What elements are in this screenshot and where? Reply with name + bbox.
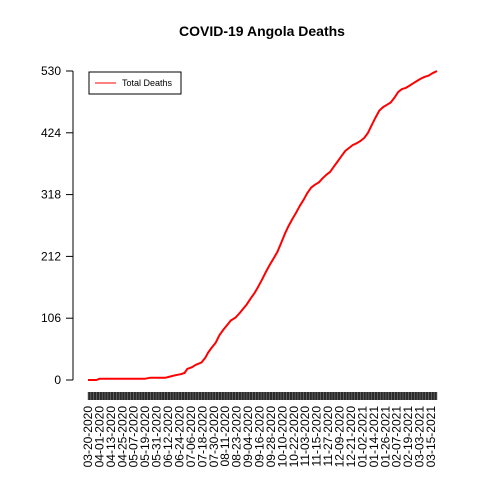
- plot-area: [88, 70, 438, 381]
- y-tick-label: 106: [41, 311, 61, 325]
- x-tick-label: 03-15-2021: [424, 406, 438, 468]
- x-tick-label: 08-11-2020: [218, 406, 232, 467]
- y-tick-label: 424: [41, 126, 61, 140]
- x-tick-label: 07-06-2020: [184, 406, 198, 468]
- x-tick-label: 12-09-2020: [333, 406, 347, 468]
- x-tick-label: 11-03-2020: [298, 406, 312, 467]
- x-axis-tick-band: [87, 392, 438, 400]
- y-axis: 0 106 212 318 424 530: [41, 64, 74, 387]
- x-tick-band: [88, 392, 437, 400]
- x-axis-tick-labels: 03-20-202004-01-202004-13-202004-25-2020…: [81, 406, 438, 468]
- x-tick-label: 07-18-2020: [195, 406, 209, 468]
- chart-title: COVID-19 Angola Deaths: [179, 23, 345, 39]
- x-tick-label: 02-07-2021: [390, 406, 404, 468]
- x-tick-label: 06-24-2020: [172, 406, 186, 468]
- x-tick-label: 11-15-2020: [310, 406, 324, 467]
- y-tick-label: 318: [41, 188, 61, 202]
- x-tick-label: 04-25-2020: [115, 406, 129, 468]
- x-tick-label: 05-19-2020: [138, 406, 152, 468]
- x-tick-label: 01-14-2021: [367, 406, 381, 468]
- legend: Total Deaths: [88, 71, 182, 95]
- x-tick-label: 12-21-2020: [344, 406, 358, 468]
- x-tick-label: 09-16-2020: [253, 406, 267, 468]
- x-tick-label: 09-04-2020: [241, 406, 255, 468]
- y-tick-label: 212: [41, 249, 61, 263]
- x-tick-label: 04-13-2020: [104, 406, 118, 468]
- x-tick-label: 10-22-2020: [287, 406, 301, 468]
- x-tick-label: 05-07-2020: [127, 406, 141, 468]
- x-tick-label: 11-27-2020: [321, 406, 335, 467]
- y-tick-label: 0: [54, 373, 61, 387]
- x-tick-label: 08-23-2020: [230, 406, 244, 468]
- x-tick-label: 03-03-2021: [413, 406, 427, 468]
- x-tick-label: 09-28-2020: [264, 406, 278, 468]
- x-tick-label: 10-10-2020: [275, 406, 289, 468]
- x-tick-label: 01-02-2021: [355, 406, 369, 468]
- x-tick-label: 06-12-2020: [161, 406, 175, 468]
- y-tick-label: 530: [41, 64, 61, 78]
- x-tick-label: 02-19-2021: [401, 406, 415, 468]
- x-tick-label: 07-30-2020: [207, 406, 221, 468]
- legend-box: [88, 71, 182, 95]
- legend-label-total-deaths: Total Deaths: [122, 78, 173, 88]
- x-tick-label: 04-01-2020: [92, 406, 106, 468]
- x-tick-label: 05-31-2020: [150, 406, 164, 468]
- series-line-total-deaths: [88, 70, 438, 381]
- x-tick-label: 03-20-2020: [81, 406, 95, 468]
- x-tick-label: 01-26-2021: [378, 406, 392, 468]
